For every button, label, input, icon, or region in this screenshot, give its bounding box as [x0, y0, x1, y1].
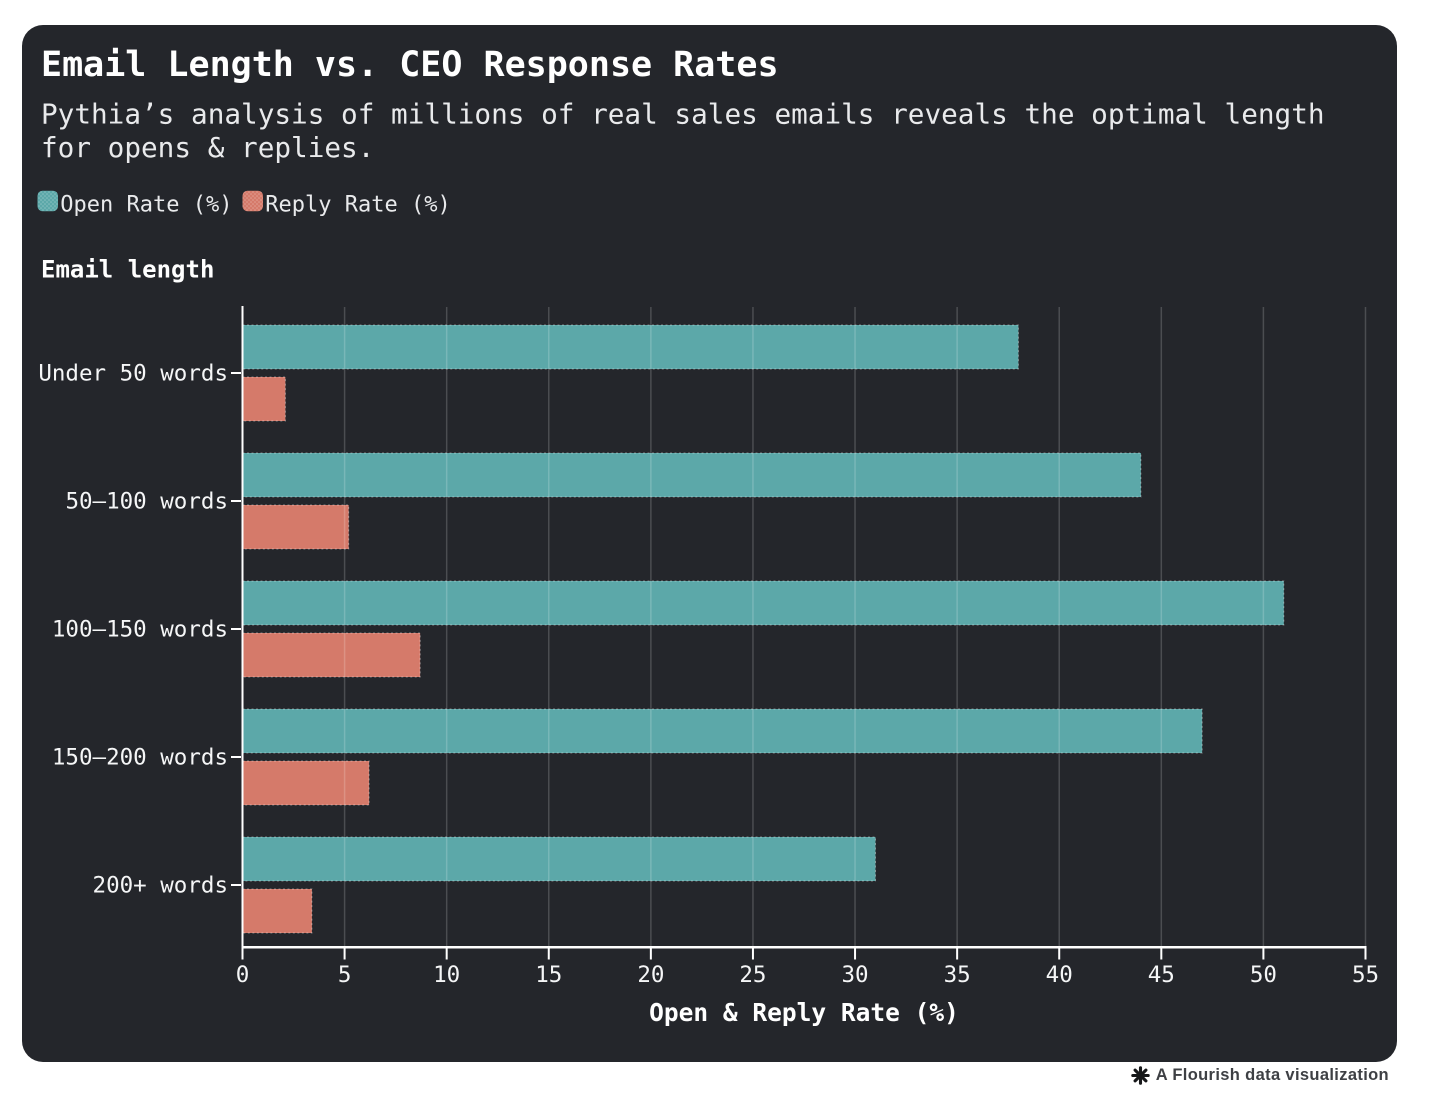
- x-tick-label-20: 20: [637, 962, 664, 988]
- chart-card: Email Length vs. CEO Response Rates Pyth…: [22, 25, 1397, 1062]
- x-tick-label-5: 5: [338, 962, 352, 988]
- x-tick-label-45: 45: [1148, 962, 1175, 988]
- x-tick-label-35: 35: [944, 962, 971, 988]
- x-tick-mark-0: [241, 948, 244, 960]
- y-tick-mark-4: [231, 884, 241, 886]
- legend: Open Rate (%) Reply Rate (%): [37, 190, 451, 218]
- y-tick-mark-3: [231, 756, 241, 758]
- chart-title: Email Length vs. CEO Response Rates: [41, 45, 779, 85]
- category-label-1: 50–100 words: [65, 489, 228, 515]
- y-axis-title: Email length: [41, 256, 214, 284]
- flourish-attribution-link[interactable]: A Flourish data visualization: [1130, 1064, 1389, 1086]
- x-tick-label-25: 25: [739, 962, 766, 988]
- x-tick-mark-40: [1058, 948, 1061, 960]
- x-tick-mark-50: [1262, 948, 1265, 960]
- category-label-0: Under 50 words: [38, 361, 228, 387]
- y-tick-mark-0: [231, 372, 241, 374]
- x-tick-mark-20: [649, 948, 652, 960]
- x-tick-label-10: 10: [433, 962, 460, 988]
- bar-reply-rate-2[interactable]: [242, 632, 421, 678]
- x-tick-mark-15: [547, 948, 550, 960]
- y-tick-mark-2: [231, 628, 241, 630]
- x-tick-mark-30: [854, 948, 857, 960]
- x-tick-label-0: 0: [236, 962, 250, 988]
- bars-layer: [242, 324, 1285, 934]
- bar-open-rate-2[interactable]: [242, 580, 1285, 626]
- legend-label: Open Rate (%): [60, 193, 232, 218]
- legend-item-open-rate[interactable]: Open Rate (%): [37, 190, 233, 218]
- chart-subtitle-line-2: for opens & replies.: [41, 131, 374, 164]
- legend-label: Reply Rate (%): [265, 193, 450, 218]
- bar-reply-rate-0[interactable]: [242, 376, 286, 422]
- x-tick-label-50: 50: [1250, 962, 1277, 988]
- bar-open-rate-4[interactable]: [242, 836, 876, 882]
- bar-reply-rate-3[interactable]: [242, 760, 370, 806]
- x-tick-mark-5: [343, 948, 346, 960]
- chart-subtitle-line-1: Pythia’s analysis of millions of real sa…: [41, 98, 1325, 131]
- y-tick-mark-1: [231, 500, 241, 502]
- category-label-4: 200+ words: [93, 873, 228, 899]
- axes-layer: 0 5 10 15 20 25 30 35 40 45 50 55 Under 50 words 50–1…: [38, 306, 1379, 988]
- x-axis-title: Open & Reply Rate (%): [649, 998, 959, 1027]
- bar-open-rate-0[interactable]: [242, 324, 1019, 370]
- x-tick-mark-25: [751, 948, 754, 960]
- x-tick-mark-10: [445, 948, 448, 960]
- legend-item-reply-rate[interactable]: Reply Rate (%): [242, 190, 451, 218]
- flourish-logo-icon: [1130, 1065, 1150, 1085]
- bar-open-rate-3[interactable]: [242, 708, 1203, 754]
- bar-reply-rate-1[interactable]: [242, 504, 350, 550]
- y-axis-line: [241, 306, 244, 947]
- category-label-3: 150–200 words: [52, 745, 228, 771]
- x-tick-label-40: 40: [1046, 962, 1073, 988]
- x-axis-line: [241, 946, 1367, 949]
- bar-chart: Email Length vs. CEO Response Rates Pyth…: [37, 45, 1379, 1027]
- plot-area: 0 5 10 15 20 25 30 35 40 45 50 55 Under 50 words 50–1…: [38, 306, 1379, 988]
- legend-swatch-texture: [242, 190, 263, 212]
- legend-swatch-texture: [37, 190, 58, 212]
- bar-open-rate-1[interactable]: [242, 452, 1142, 498]
- x-tick-mark-55: [1364, 948, 1367, 960]
- x-tick-label-30: 30: [841, 962, 868, 988]
- x-tick-mark-45: [1160, 948, 1163, 960]
- attribution-text: A Flourish data visualization: [1155, 1065, 1389, 1084]
- x-tick-label-55: 55: [1352, 962, 1379, 988]
- bar-reply-rate-4[interactable]: [242, 888, 313, 934]
- category-label-2: 100–150 words: [52, 617, 228, 643]
- x-tick-mark-35: [956, 948, 959, 960]
- x-tick-label-15: 15: [535, 962, 562, 988]
- gridlines-layer: [343, 307, 1367, 947]
